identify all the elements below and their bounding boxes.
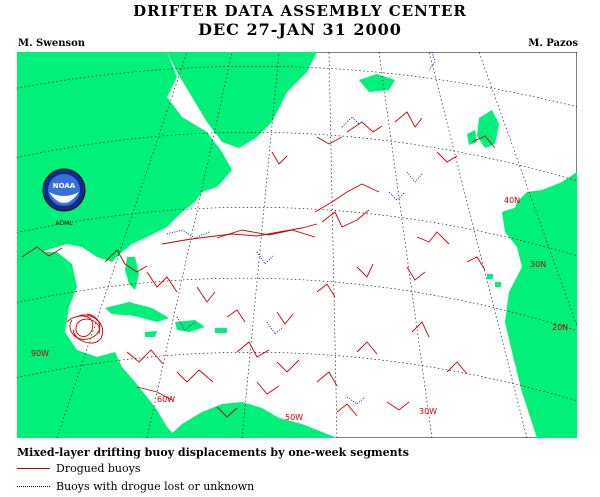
author-left: M. Swenson bbox=[18, 38, 86, 49]
blue-a bbox=[166, 229, 210, 239]
track-e bbox=[314, 183, 380, 213]
track-ad bbox=[386, 401, 410, 411]
track-h bbox=[316, 136, 343, 145]
land-central-america bbox=[17, 252, 177, 438]
track-l bbox=[356, 263, 374, 278]
land-britain bbox=[477, 110, 499, 148]
track-ag bbox=[271, 151, 288, 165]
track-g bbox=[346, 121, 383, 133]
land-puerto-rico bbox=[215, 328, 227, 333]
logo-caption: AOML bbox=[55, 220, 73, 227]
track-ac bbox=[446, 361, 468, 375]
blue-c bbox=[406, 171, 423, 183]
blue-g bbox=[176, 316, 196, 331]
drogued-tracks bbox=[21, 111, 496, 418]
land-jamaica bbox=[145, 331, 157, 337]
track-v bbox=[126, 349, 164, 365]
legend-title: Mixed-layer drifting buoy displacements … bbox=[17, 446, 409, 459]
track-ab bbox=[411, 321, 430, 338]
land-south-america bbox=[167, 402, 337, 438]
track-ah bbox=[436, 151, 458, 163]
track-n bbox=[466, 256, 486, 271]
track-o bbox=[146, 271, 178, 293]
track-x bbox=[136, 386, 173, 401]
land-cuba bbox=[105, 302, 169, 322]
label-20n: 20N bbox=[552, 323, 568, 332]
land-island-a bbox=[487, 274, 493, 279]
blue-b bbox=[341, 116, 360, 128]
track-r bbox=[276, 311, 294, 325]
legend-red-line bbox=[17, 468, 50, 469]
track-d bbox=[216, 229, 316, 239]
track-w bbox=[176, 369, 214, 383]
track-k bbox=[416, 231, 450, 245]
legend-undrogued-label: Buoys with drogue lost or unknown bbox=[56, 480, 255, 493]
land-florida bbox=[125, 257, 139, 290]
graticule bbox=[17, 52, 577, 438]
date-range: DEC 27-JAN 31 2000 bbox=[198, 20, 402, 39]
legend-drogued: Drogued buoys bbox=[17, 462, 140, 475]
track-z bbox=[316, 371, 338, 387]
track-y bbox=[256, 381, 280, 395]
track-u bbox=[276, 359, 300, 373]
track-loop-3 bbox=[72, 314, 104, 344]
track-b bbox=[104, 249, 148, 273]
legend-undrogued: Buoys with drogue lost or unknown bbox=[17, 480, 254, 493]
label-60w: 60W bbox=[157, 395, 175, 404]
undrogued-tracks bbox=[166, 52, 436, 405]
legend-drogued-label: Drogued buoys bbox=[56, 462, 141, 475]
track-s bbox=[316, 283, 336, 298]
track-loop-1 bbox=[66, 315, 100, 337]
land-iceland bbox=[359, 74, 395, 92]
label-30n: 30N bbox=[530, 260, 546, 269]
author-right: M. Pazos bbox=[528, 38, 578, 49]
land-africa-iberia bbox=[502, 202, 577, 438]
track-aa bbox=[356, 341, 378, 355]
track-t bbox=[236, 341, 270, 358]
track-m bbox=[406, 266, 426, 281]
track-f bbox=[321, 209, 370, 228]
page-title: DRIFTER DATA ASSEMBLY CENTER bbox=[133, 2, 467, 20]
land-hispaniola bbox=[175, 320, 205, 332]
blue-i bbox=[428, 52, 436, 71]
legend-blue-line bbox=[17, 486, 50, 487]
track-ae bbox=[336, 403, 358, 417]
track-c bbox=[161, 223, 318, 245]
land-greenland bbox=[167, 52, 317, 148]
label-50w: 50W bbox=[285, 413, 303, 422]
label-90w: 90W bbox=[31, 349, 49, 358]
drifter-map: 40N 30N 20N 90W 60W 50W 30W NOAA AOML bbox=[17, 52, 577, 438]
track-af bbox=[216, 406, 238, 418]
track-p bbox=[196, 286, 216, 303]
track-i bbox=[394, 111, 423, 128]
track-q bbox=[226, 309, 246, 323]
land-island-b bbox=[495, 282, 501, 287]
track-a bbox=[21, 246, 63, 258]
logo-text: NOAA bbox=[53, 182, 76, 190]
track-j bbox=[471, 135, 496, 149]
label-40n: 40N bbox=[504, 196, 520, 205]
label-30w: 30W bbox=[419, 407, 437, 416]
noaa-logo: NOAA AOML bbox=[42, 168, 86, 227]
